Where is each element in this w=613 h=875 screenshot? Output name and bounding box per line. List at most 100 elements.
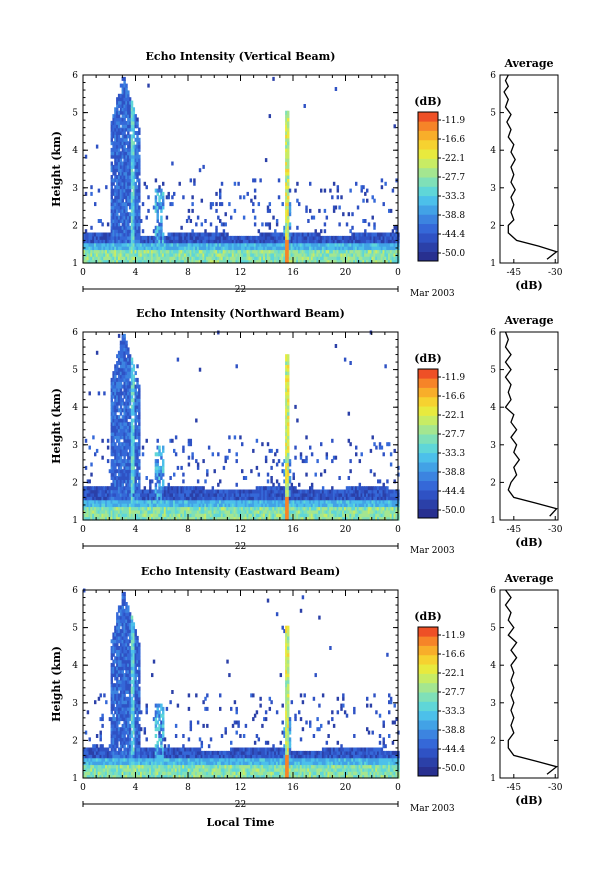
heatmap-cell [141,239,145,244]
heatmap-cell [193,486,196,491]
heatmap-cell [117,435,121,440]
heatmap-cell [288,513,292,518]
heatmap-cell [248,242,251,247]
heatmap-cell [134,482,137,487]
heatmap-cell [331,195,334,200]
heatmap-cell [301,232,305,237]
heatmap-cell [121,448,125,453]
heatmap-cell [351,232,354,237]
heatmap-cell [138,215,141,220]
heatmap-cell [116,188,119,193]
heatmap-cell [127,394,130,399]
heatmap-cell [158,486,161,491]
heatmap-cell [318,249,321,254]
heatmap-cell [263,496,266,501]
heatmap-cell [202,259,205,264]
heatmap-cell [136,496,139,501]
heatmap-cell [103,391,106,396]
heatmap-cell [204,499,207,504]
heatmap-cell [95,489,99,494]
heatmap-cell [377,509,380,514]
heatmap-cell [198,168,202,173]
heatmap-cell [110,469,114,474]
heatmap-cell [116,222,119,227]
heatmap-cell [152,235,156,240]
heatmap-cell [152,246,156,251]
heatmap-cell [217,246,220,251]
heatmap-cell [112,232,115,237]
heatmap-cell [154,242,158,247]
heatmap-cell [290,259,294,264]
heatmap-cell [125,100,128,105]
heatmap-cell [366,232,369,237]
heatmap-cell [132,154,136,159]
heatmap-cell [165,239,169,244]
heatmap-cell [215,516,218,521]
heatmap-cell [200,259,204,264]
heatmap-cell [367,242,371,247]
heatmap-cell [250,506,253,511]
heatmap-cell [92,256,95,261]
heatmap-cell [119,432,123,436]
heatmap-cell [106,259,110,264]
heatmap-cell [117,421,121,426]
heatmap-cell [127,462,130,467]
heatmap-cell [233,516,237,521]
heatmap-cell [127,256,130,261]
heatmap-cell [119,347,123,352]
heatmap-cell [125,137,128,142]
heatmap-cell [296,506,299,511]
heatmap-cell [149,496,152,501]
heatmap-cell [257,516,261,521]
heatmap-cell [334,499,338,504]
heatmap-cell [195,249,198,254]
heatmap-cell [151,516,154,521]
heatmap-cell [119,486,123,491]
heatmap-cell [132,404,136,409]
heatmap-cell [136,408,139,413]
heatmap-cell [296,503,299,508]
heatmap-cell [338,516,341,521]
heatmap-cell [327,506,330,511]
heatmap-cell [213,509,216,514]
heatmap-cell [237,506,240,511]
heatmap-cell [369,232,373,237]
colorbar-tick-label: -38.8 [442,211,465,221]
heatmap-cell [275,479,279,484]
heatmap-cell [272,249,275,254]
heatmap-cell [207,242,211,247]
heatmap-cell [156,489,159,494]
heatmap-cell [97,516,101,521]
heatmap-cell [83,235,86,240]
heatmap-cell [132,208,136,213]
heatmap-cell [112,401,115,406]
heatmap-cell [189,249,193,254]
heatmap-cell [167,486,170,491]
heatmap-cell [167,492,170,497]
heatmap-cell [114,506,117,511]
heatmap-cell [217,482,220,487]
heatmap-cell [261,239,264,244]
heatmap-cell [375,249,378,254]
heatmap-cell [152,242,156,247]
heatmap-cell [257,252,261,257]
heatmap-cell [132,191,136,196]
heatmap-cell [138,425,141,430]
heatmap-cell [162,482,165,487]
heatmap-cell [169,438,172,443]
colorbar-segment [418,195,438,206]
heatmap-cell [349,496,352,501]
heatmap-cell [154,472,158,477]
heatmap-cell [86,486,90,491]
heatmap-cell [83,232,86,237]
heatmap-cell [138,411,141,416]
heatmap-cell [325,492,329,497]
heatmap-cell [373,489,376,494]
heatmap-cell [211,509,215,514]
heatmap-cell [353,232,356,237]
heatmap-cell [123,137,126,142]
heatmap-cell [288,492,292,497]
heatmap-cell [125,361,128,365]
heatmap-cell [209,202,213,207]
heatmap-cell [191,252,194,257]
